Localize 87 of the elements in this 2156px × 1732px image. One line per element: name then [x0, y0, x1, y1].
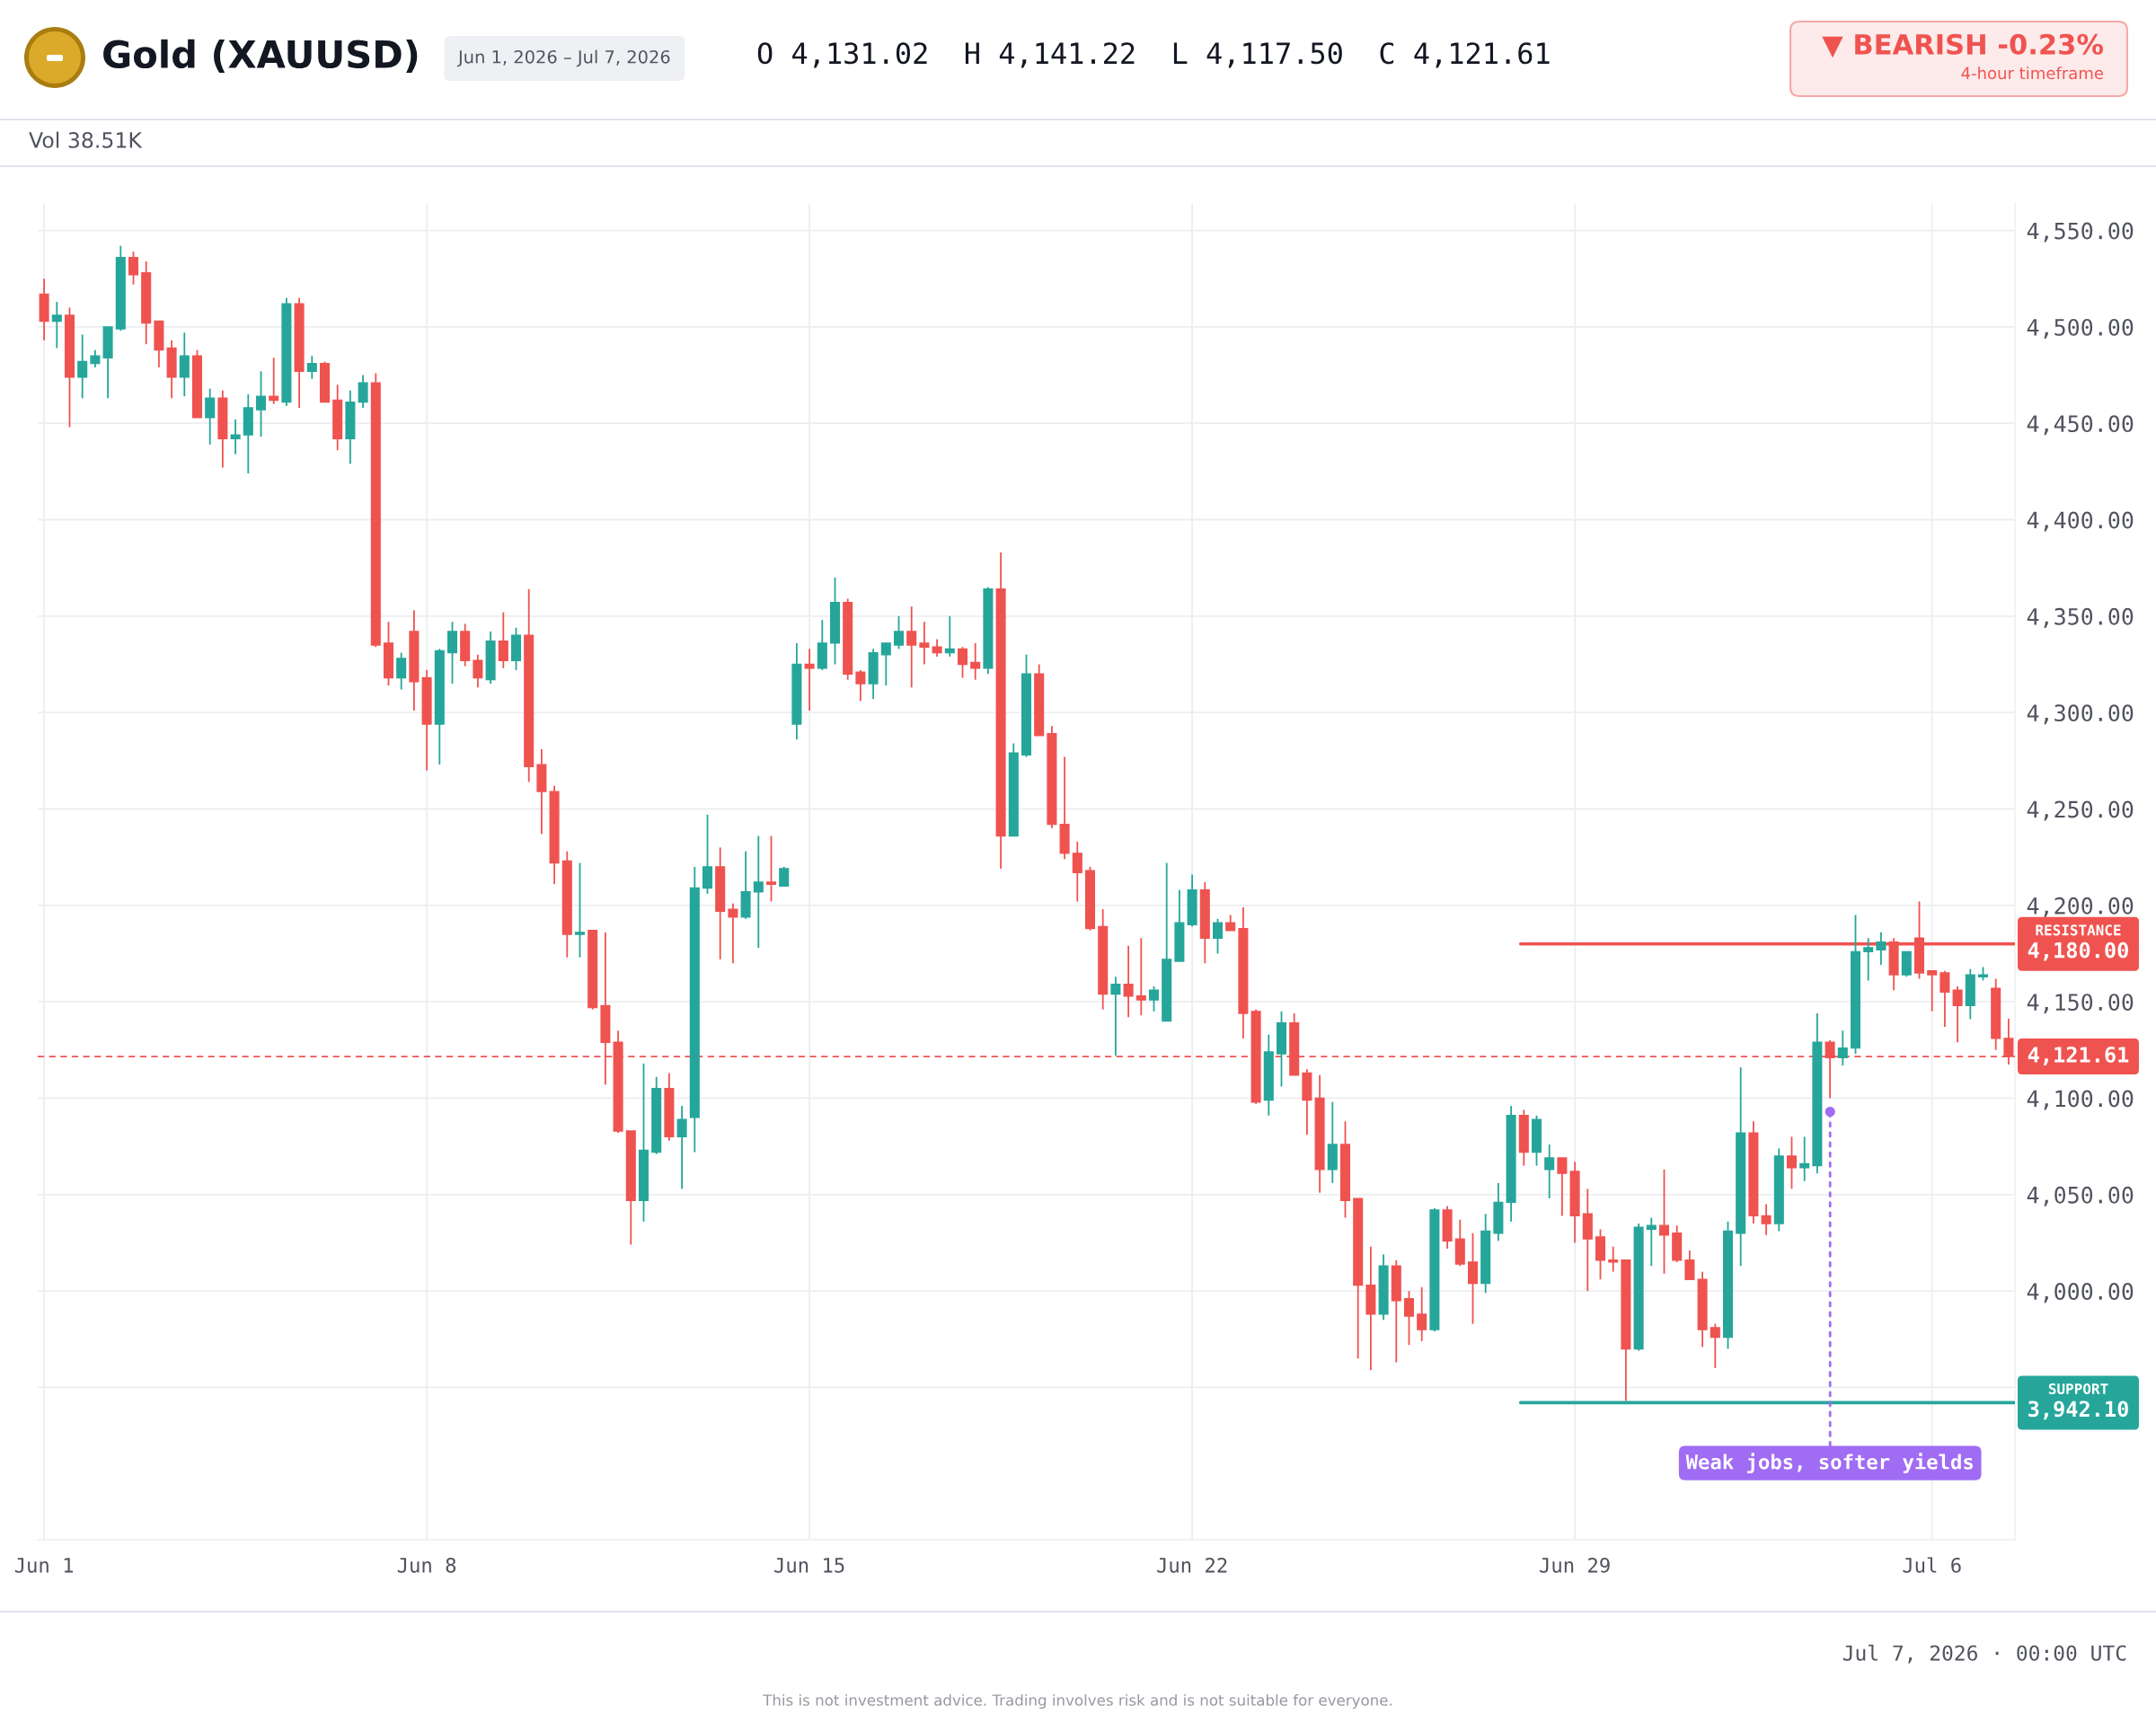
- text: Vol 38.51K: [29, 131, 143, 148]
- candlestick: [1761, 1203, 1772, 1236]
- x-tick-label: Jun 22: [1157, 1557, 1227, 1573]
- candlestick: [1123, 944, 1134, 1019]
- candlestick: [306, 355, 317, 380]
- chart-title: Gold (XAUUSD): [103, 39, 418, 73]
- candlestick: [1837, 1029, 1848, 1066]
- candlestick: [1876, 931, 1886, 967]
- x-tick-label: Jun 29: [1540, 1557, 1610, 1573]
- candlestick: [1658, 1168, 1670, 1275]
- candlestick: [1403, 1290, 1415, 1347]
- y-tick-label: 4,550.00: [2027, 222, 2134, 243]
- candlestick: [919, 621, 930, 666]
- candlestick: [1557, 1157, 1568, 1217]
- x-tick-label: Jun 8: [397, 1557, 456, 1573]
- candlestick: [51, 301, 62, 349]
- y-tick-label: 4,000.00: [2027, 1283, 2134, 1303]
- candlestick: [855, 669, 866, 703]
- candlestick: [676, 1105, 687, 1190]
- candlestick: [269, 357, 279, 405]
- text: ▼ BEARISH -0.23%: [1822, 33, 2104, 58]
- candlestick: [179, 331, 190, 398]
- y-tick-label: 4,150.00: [2027, 994, 2134, 1014]
- candlestick: [893, 614, 905, 650]
- candlestick: [1799, 1136, 1810, 1182]
- candlestick: [1927, 969, 1938, 1012]
- candlestick: [944, 614, 955, 658]
- candlestick: [957, 646, 968, 679]
- candlestick: [1212, 917, 1224, 955]
- candlestick: [880, 641, 891, 687]
- x-tick-label: Jun 1: [14, 1558, 74, 1573]
- candlestick: [728, 902, 738, 965]
- annotation: Weak jobs, softer yields: [1685, 1453, 1973, 1473]
- candlestick: [1863, 937, 1874, 982]
- candlestick: [804, 648, 815, 711]
- candlestick: [1786, 1136, 1798, 1190]
- text: This is not investment advice. Trading involves risk and is not suitable for everyone.: [763, 1693, 1392, 1710]
- y-tick-label: 4,100.00: [2027, 1090, 2134, 1110]
- x-tick-label: Jun 15: [774, 1558, 844, 1573]
- candlestick: [1684, 1250, 1695, 1281]
- candlestick: [205, 387, 216, 446]
- ref-line-label: RESISTANCE 4,180.00: [2028, 924, 2128, 961]
- candlestick: [753, 835, 764, 949]
- y-tick-label: 4,450.00: [2027, 415, 2134, 436]
- candlestick: [1710, 1322, 1720, 1369]
- candlestick: [90, 349, 101, 368]
- candlestick: [255, 370, 267, 438]
- candlestick: [702, 814, 713, 895]
- candlestick: [765, 835, 777, 903]
- candlestick: [396, 651, 407, 691]
- candlestick: [446, 621, 458, 685]
- chart-subtitle: Jun 1, 2026 – Jul 7, 2026: [456, 49, 670, 67]
- y-tick-label: 4,300.00: [2027, 704, 2134, 725]
- candlestick: [230, 418, 241, 455]
- candlestick: [906, 605, 917, 689]
- candlestick: [1467, 1232, 1479, 1325]
- candlestick: [574, 862, 586, 959]
- candlestick: [1110, 976, 1121, 1057]
- candlestick: [1952, 985, 1963, 1044]
- candlestick: [970, 641, 981, 681]
- candlestick: [1135, 937, 1146, 1017]
- candlestick: [1544, 1144, 1555, 1199]
- y-tick-label: 4,500.00: [2027, 318, 2134, 339]
- y-tick-label: 4,350.00: [2027, 607, 2134, 628]
- ref-line-label: SUPPORT 3,942.10: [2028, 1383, 2128, 1420]
- y-tick-label: 4,050.00: [2027, 1186, 2134, 1206]
- candlestick: [1608, 1245, 1619, 1273]
- candlestick: [1940, 969, 1950, 1028]
- candlestick: [77, 333, 88, 400]
- x-tick-label: Jul 6: [1903, 1557, 1961, 1573]
- candlestick: [1072, 841, 1082, 903]
- candlestick: [1417, 1286, 1427, 1342]
- candlestick: [779, 865, 790, 888]
- candlestick: [1148, 985, 1160, 1012]
- text: Jul 7, 2026 · 00:00 UTC: [1842, 1644, 2126, 1664]
- candlestick: [498, 611, 508, 669]
- candlestick: [128, 251, 139, 286]
- y-tick-label: 4,250.00: [2027, 800, 2134, 821]
- text: O 4,131.02 H 4,141.22 L 4,117.50 C 4,121.61: [757, 42, 1550, 68]
- y-tick-label: 4,200.00: [2027, 897, 2134, 917]
- candlestick: [473, 653, 483, 689]
- text: 4-hour timeframe: [1961, 66, 2104, 80]
- candlestick: [358, 374, 368, 409]
- y-tick-label: 4,400.00: [2027, 511, 2134, 532]
- candlestick: [932, 638, 942, 658]
- ref-line-label: 4,121.61: [2028, 1047, 2129, 1065]
- candlestick: [1646, 1216, 1657, 1268]
